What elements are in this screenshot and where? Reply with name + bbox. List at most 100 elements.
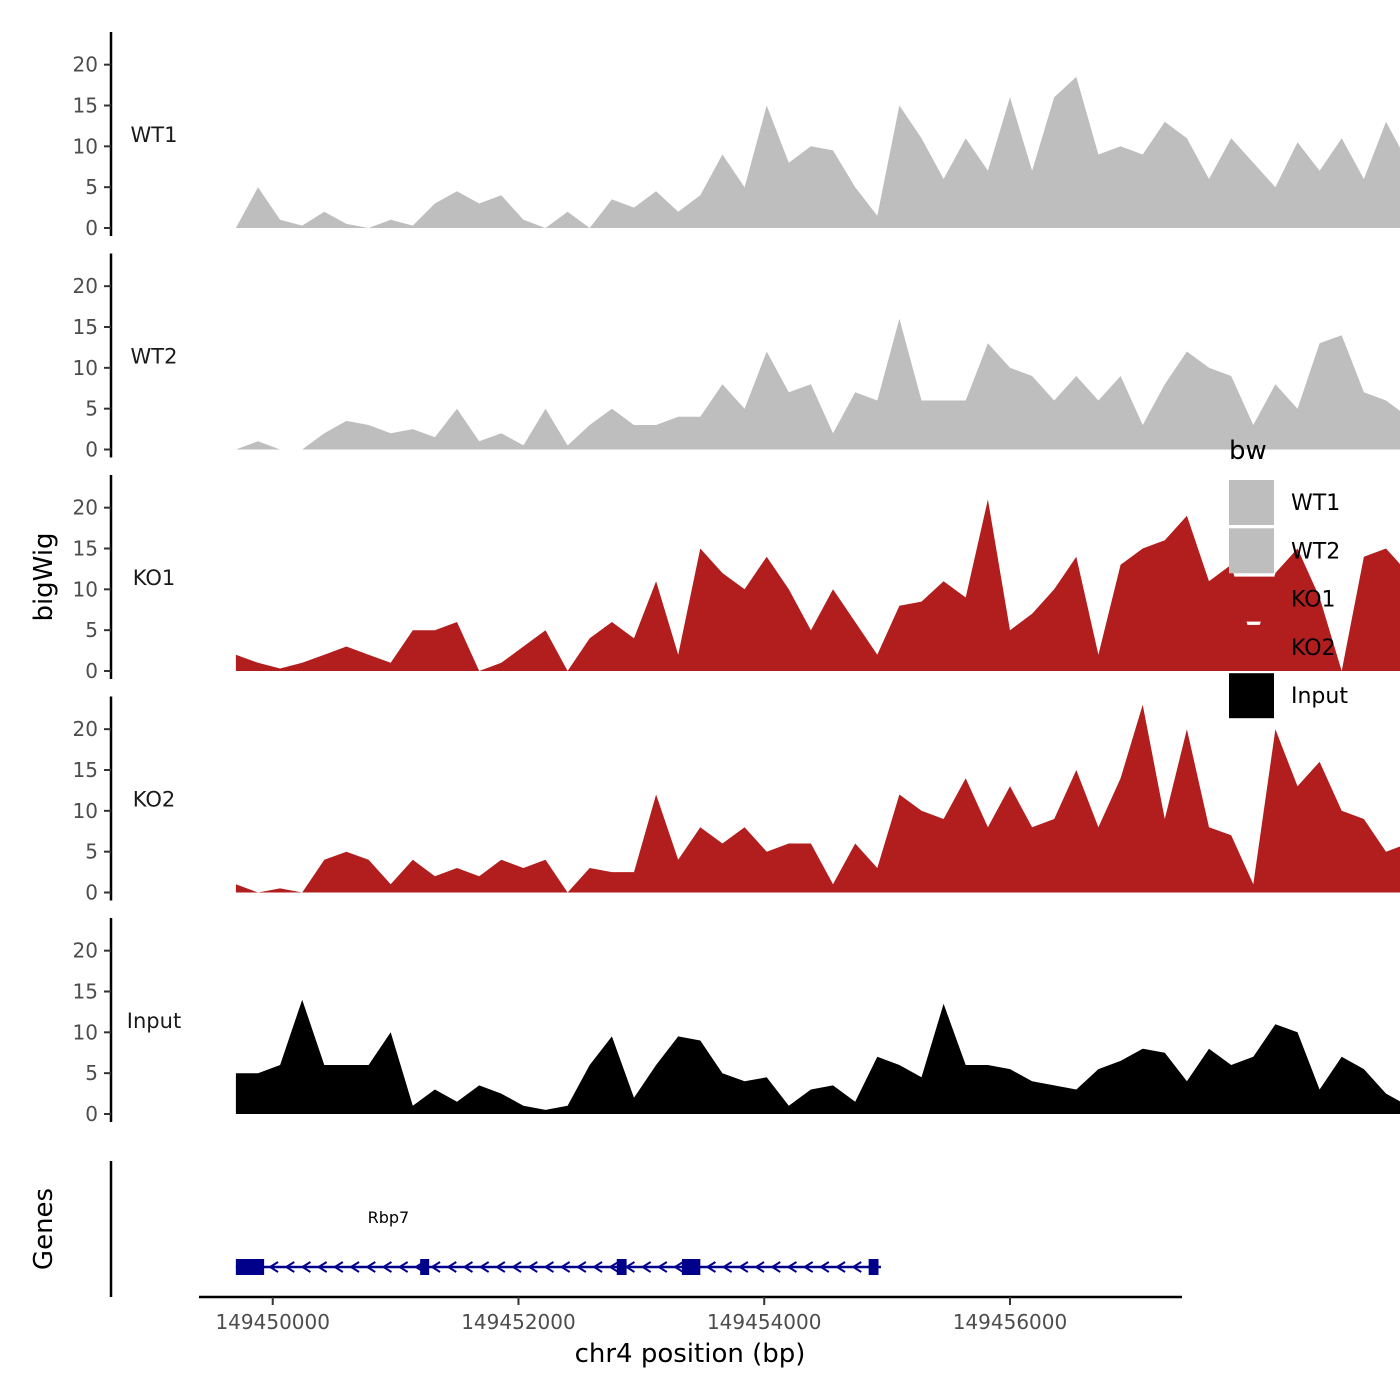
y-tick-label: 10 [73, 799, 98, 823]
legend-label-wt2: WT2 [1291, 539, 1340, 564]
y-tick-label: 20 [73, 939, 98, 963]
y-tick-label: 0 [85, 438, 98, 462]
strand-arrow [268, 1261, 279, 1273]
y-tick-label: 15 [73, 980, 98, 1004]
strand-arrow [835, 1261, 846, 1273]
legend-swatch-ko1 [1229, 576, 1274, 622]
strand-arrow [656, 1261, 668, 1273]
y-tick-label: 20 [73, 274, 98, 298]
gene-name-label: Rbp7 [368, 1208, 410, 1227]
strand-arrow [397, 1261, 409, 1273]
y-tick-label: 0 [85, 1102, 98, 1126]
gene-exon [235, 1259, 265, 1275]
strand-arrow [770, 1261, 781, 1273]
strand-arrow [527, 1261, 538, 1273]
strand-arrow [802, 1261, 814, 1273]
strand-arrow [430, 1261, 441, 1273]
strand-arrow [721, 1261, 733, 1273]
strand-arrow [705, 1261, 716, 1273]
track-label: Input [127, 1009, 181, 1033]
track-ko2: 0 5 10 15 20 KO2 [73, 696, 1400, 905]
y-tick-label: 15 [73, 315, 98, 339]
legend-swatch-input [1229, 673, 1274, 719]
y-tick-label: 10 [73, 577, 98, 601]
y-tick-label: 15 [73, 94, 98, 118]
y-tick-label: 5 [85, 1061, 98, 1085]
strand-arrow [284, 1261, 295, 1273]
x-tick-label: 149454000 [707, 1310, 822, 1334]
legend-label-input: Input [1291, 684, 1348, 709]
gene-exon [681, 1259, 701, 1275]
strand-arrow [592, 1261, 603, 1273]
legend-swatch-wt2 [1229, 528, 1274, 574]
y-axis-title: bigWig [29, 532, 59, 621]
area-input [235, 999, 1400, 1114]
strand-arrow [575, 1261, 587, 1273]
y-tick-label: 15 [73, 537, 98, 561]
genes-axis-title: Genes [29, 1188, 59, 1270]
y-tick-label: 10 [73, 356, 98, 380]
y-tick-label: 5 [85, 175, 98, 199]
y-tick-label: 20 [73, 496, 98, 520]
gene-exon [616, 1259, 627, 1275]
strand-arrow [494, 1261, 506, 1273]
legend-title: bw [1229, 436, 1267, 466]
strand-arrow [754, 1261, 765, 1273]
strand-arrow [381, 1261, 392, 1273]
track-wt2: 0 5 10 15 20 WT2 [73, 253, 1400, 462]
y-tick-label: 5 [85, 840, 98, 864]
strand-arrow [559, 1261, 571, 1273]
area-wt2 [235, 318, 1400, 450]
legend: bw WT1 WT2 KO1 KO2 Input [1229, 436, 1348, 719]
track-label: WT1 [131, 123, 178, 147]
area-ko2 [235, 704, 1400, 893]
track-label: WT2 [131, 345, 178, 369]
strand-arrow [818, 1261, 830, 1273]
strand-arrow [608, 1261, 619, 1273]
track-ko1: 0 5 10 15 20 KO1 [73, 475, 1400, 683]
x-axis: 149450000 149452000 149454000 149456000 [199, 1295, 1182, 1334]
gene-exon [420, 1259, 430, 1275]
strand-arrow [365, 1261, 376, 1273]
signal-tracks: 0 5 10 15 20 WT1 0 5 10 15 20 WT2 0 5 10 15 20 KO1 0 5 10 15 2… [73, 32, 1400, 1126]
strand-arrow [673, 1261, 684, 1273]
y-tick-label: 10 [73, 134, 98, 158]
y-tick-label: 0 [85, 216, 98, 240]
strand-arrow [446, 1261, 457, 1273]
y-tick-label: 0 [85, 881, 98, 905]
strand-arrow [332, 1261, 344, 1273]
legend-label-wt1: WT1 [1291, 491, 1340, 516]
strand-arrow [478, 1261, 490, 1273]
genes-panel: Rbp7 [109, 1161, 881, 1297]
strand-arrow [300, 1261, 311, 1273]
x-tick-label: 149450000 [215, 1310, 330, 1334]
strand-arrow [786, 1261, 797, 1273]
x-axis-title: chr4 position (bp) [575, 1339, 806, 1369]
legend-label-ko1: KO1 [1291, 588, 1336, 613]
y-tick-label: 0 [85, 659, 98, 683]
track-wt1: 0 5 10 15 20 WT1 [73, 32, 1400, 240]
legend-label-ko2: KO2 [1291, 636, 1336, 661]
strand-arrow [511, 1261, 522, 1273]
strand-arrow [737, 1261, 749, 1273]
strand-arrow [851, 1261, 862, 1273]
strand-arrow [640, 1261, 652, 1273]
legend-swatch-ko2 [1229, 624, 1274, 670]
track-label: KO2 [133, 788, 176, 812]
y-tick-label: 5 [85, 618, 98, 642]
strand-arrow [543, 1261, 554, 1273]
gene-marks: Rbp7 [235, 1208, 881, 1275]
area-ko1 [235, 499, 1400, 671]
track-label: KO1 [133, 566, 176, 590]
area-wt1 [235, 76, 1400, 228]
strand-arrow [316, 1261, 328, 1273]
y-tick-label: 15 [73, 758, 98, 782]
strand-arrow [349, 1261, 360, 1273]
gene-exon [868, 1259, 879, 1275]
y-tick-label: 20 [73, 53, 98, 77]
legend-swatch-wt1 [1229, 480, 1274, 525]
strand-arrow [462, 1261, 473, 1273]
x-tick-label: 149452000 [461, 1310, 576, 1334]
y-tick-label: 20 [73, 717, 98, 741]
